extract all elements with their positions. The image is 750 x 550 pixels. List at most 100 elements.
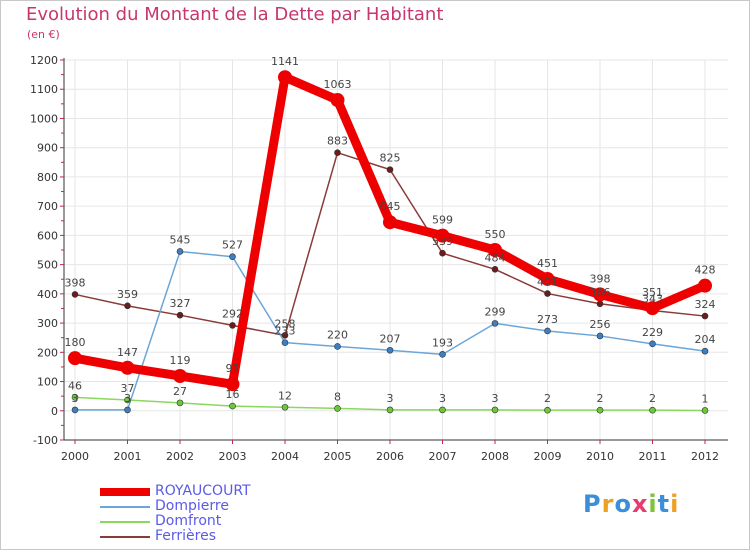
data-point-domfront — [649, 406, 656, 414]
data-point-domfront — [71, 394, 79, 401]
data-label-dompierre: 545 — [170, 233, 191, 246]
x-tick-label: 2005 — [324, 450, 352, 463]
logo-letter: o — [614, 490, 632, 518]
data-point-domfront — [439, 406, 446, 414]
y-tick-label: 400 — [37, 288, 58, 301]
data-label-domfront: 1 — [702, 392, 709, 405]
grid — [64, 59, 728, 441]
data-label-dompierre: 233 — [275, 325, 296, 338]
data-label-ferrires: 343 — [642, 293, 663, 306]
legend-label: Domfront — [155, 513, 222, 529]
data-point-dompierre — [439, 351, 446, 358]
data-point-domfront — [124, 396, 131, 404]
x-tick-label: 2000 — [61, 450, 89, 463]
legend-item-ferrieres: Ferrières — [100, 528, 330, 544]
data-point-domfront — [334, 405, 341, 412]
data-label-royaucourt: 1141 — [271, 55, 299, 68]
data-point-ferrires — [386, 166, 394, 173]
data-label-royaucourt: 1063 — [324, 78, 352, 91]
data-label-domfront: 27 — [173, 385, 187, 398]
logo-letter: P — [583, 490, 602, 518]
data-label-domfront: 37 — [121, 382, 135, 395]
data-label-domfront: 16 — [226, 388, 240, 401]
data-label-dompierre: 3 — [72, 392, 79, 405]
y-tick-label: 600 — [37, 229, 58, 242]
data-label-dompierre: 3 — [124, 392, 131, 405]
y-tick-label: 1200 — [30, 54, 58, 67]
data-label-domfront: 2 — [597, 392, 604, 405]
axes: -100 0 100 200 300 400 500 600 700 800 900 1000 1100… — [30, 54, 728, 463]
data-point-dompierre — [71, 406, 79, 414]
legend-item-dompierre: Dompierre — [100, 498, 330, 514]
data-label-domfront: 3 — [492, 392, 499, 405]
data-label-dompierre: 207 — [380, 332, 401, 345]
series-group — [68, 70, 712, 414]
proxiti-logo: Proxiti — [583, 490, 679, 518]
y-tick-label: -100 — [33, 434, 58, 447]
data-label-royaucourt: 550 — [485, 228, 506, 241]
data-label-ferrires: 883 — [327, 135, 348, 148]
data-label-ferrires: 366 — [590, 286, 611, 299]
data-point-ferrires — [229, 322, 236, 329]
data-point-ferrires — [176, 311, 184, 319]
data-label-royaucourt: 599 — [432, 214, 453, 227]
data-point-dompierre — [176, 248, 184, 255]
y-tick-label: 800 — [37, 171, 58, 184]
data-point-dompierre — [386, 346, 394, 354]
data-point-royaucourt — [435, 228, 450, 243]
data-label-ferrires: 398 — [65, 276, 86, 289]
data-point-domfront — [701, 407, 709, 414]
legend-label: Ferrières — [155, 528, 217, 544]
data-point-ferrires — [701, 312, 709, 320]
data-label-ferrires: 825 — [380, 152, 401, 165]
y-tick-label: 300 — [37, 317, 58, 330]
data-point-royaucourt — [225, 377, 240, 392]
x-tick-label: 2003 — [219, 450, 247, 463]
data-label-domfront: 3 — [439, 392, 446, 405]
logo-letter: r — [601, 490, 615, 518]
data-point-royaucourt — [68, 351, 82, 366]
data-point-ferrires — [596, 300, 604, 308]
data-point-ferrires — [281, 332, 289, 339]
data-point-royaucourt — [698, 278, 712, 293]
data-point-dompierre — [701, 347, 709, 355]
legend-item-royaucourt: ROYAUCOURT — [100, 483, 330, 499]
y-tick-label: 500 — [37, 259, 58, 272]
data-point-royaucourt — [278, 70, 292, 85]
x-tick-label: 2008 — [481, 450, 509, 463]
data-label-domfront: 46 — [68, 379, 82, 392]
data-point-dompierre — [124, 406, 131, 414]
data-point-ferrires — [124, 302, 131, 310]
data-label-ferrires: 539 — [432, 235, 453, 248]
data-point-dompierre — [596, 332, 604, 340]
data-point-dompierre — [334, 343, 341, 350]
data-label-ferrires: 484 — [485, 251, 506, 264]
data-label-domfront: 12 — [278, 389, 292, 402]
data-point-ferrires — [71, 291, 79, 298]
y-tick-label: 100 — [37, 376, 58, 389]
y-tick-label: 900 — [37, 142, 58, 155]
legend-swatch-ferrieres — [100, 536, 150, 538]
logo-letter: i — [670, 490, 680, 518]
data-label-royaucourt: 451 — [537, 257, 558, 270]
data-point-ferrires — [491, 265, 499, 273]
y-tick-label: 700 — [37, 200, 58, 213]
data-point-royaucourt — [593, 287, 607, 302]
data-point-ferrires — [439, 249, 446, 257]
chart-title: Evolution du Montant de la Dette par Hab… — [26, 4, 444, 25]
data-label-dompierre: 273 — [537, 313, 558, 326]
data-point-domfront — [176, 399, 184, 407]
data-label-dompierre: 256 — [590, 318, 611, 331]
y-tick-label: 1100 — [30, 83, 58, 96]
data-label-dompierre: 220 — [327, 328, 348, 341]
x-tick-label: 2007 — [429, 450, 457, 463]
data-point-royaucourt — [383, 215, 397, 230]
data-point-dompierre — [649, 340, 656, 348]
data-label-ferrires: 292 — [222, 307, 243, 320]
data-label-domfront: 3 — [387, 392, 394, 405]
data-point-royaucourt — [120, 360, 135, 375]
data-label-royaucourt: 351 — [642, 286, 663, 299]
x-tick-label: 2011 — [639, 450, 667, 463]
